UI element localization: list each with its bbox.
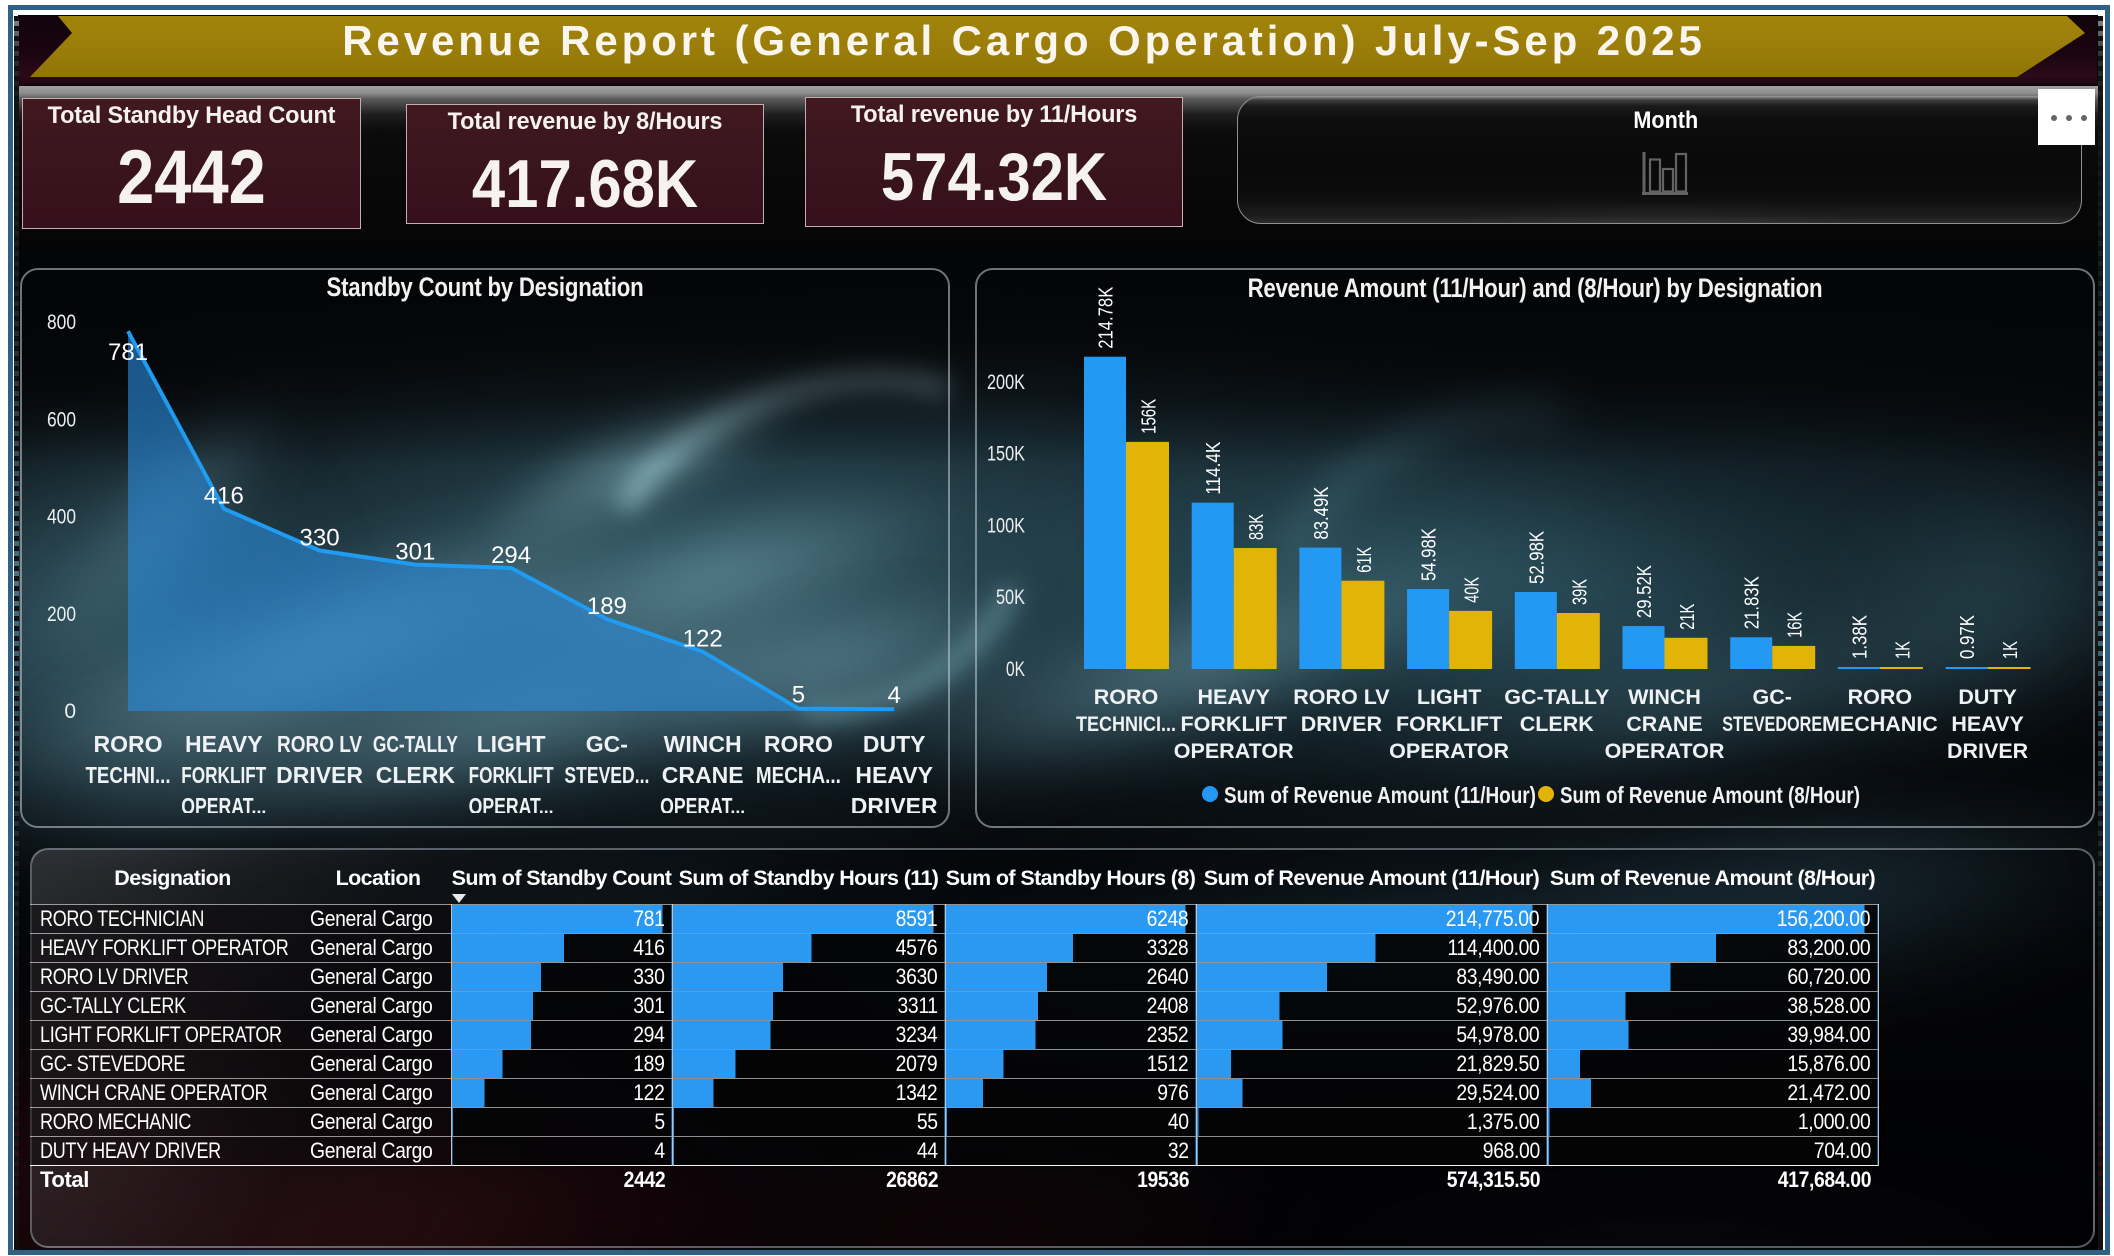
svg-text:OPERATOR: OPERATOR xyxy=(1605,739,1725,763)
svg-text:STEVED...: STEVED... xyxy=(564,762,649,788)
svg-text:LIGHT: LIGHT xyxy=(477,731,546,757)
svg-text:TECHNI...: TECHNI... xyxy=(86,762,171,788)
svg-text:114.4K: 114.4K xyxy=(1203,441,1225,495)
svg-text:39K: 39K xyxy=(1569,579,1591,605)
svg-text:1K: 1K xyxy=(1892,641,1914,659)
svg-text:TECHNICI...: TECHNICI... xyxy=(1076,712,1176,736)
svg-text:DRIVER: DRIVER xyxy=(851,793,938,813)
svg-text:122: 122 xyxy=(683,626,723,653)
svg-text:1.38K: 1.38K xyxy=(1849,614,1871,659)
svg-text:OPERAT...: OPERAT... xyxy=(469,793,554,813)
svg-text:DRIVER: DRIVER xyxy=(1301,712,1383,736)
svg-text:800: 800 xyxy=(47,311,76,334)
svg-text:21K: 21K xyxy=(1677,603,1699,629)
svg-text:4: 4 xyxy=(888,682,901,709)
svg-text:HEAVY: HEAVY xyxy=(1197,685,1269,709)
svg-text:RORO: RORO xyxy=(1848,685,1913,709)
svg-text:RORO: RORO xyxy=(1094,685,1159,709)
svg-text:61K: 61K xyxy=(1354,546,1376,572)
svg-text:54.98K: 54.98K xyxy=(1419,528,1441,582)
svg-text:200K: 200K xyxy=(987,371,1025,394)
svg-text:83K: 83K xyxy=(1246,514,1268,540)
svg-text:21.83K: 21.83K xyxy=(1742,576,1764,630)
svg-text:Sum of Revenue Amount (11/Hour: Sum of Revenue Amount (11/Hour) xyxy=(1224,782,1536,808)
svg-text:781: 781 xyxy=(108,339,148,366)
svg-text:CRANE: CRANE xyxy=(662,762,744,788)
svg-text:29.52K: 29.52K xyxy=(1634,565,1656,619)
svg-text:Sum of Revenue Amount (8/Hour): Sum of Revenue Amount (8/Hour) xyxy=(1560,782,1860,808)
svg-text:MECHA...: MECHA... xyxy=(756,762,841,788)
svg-text:0.97K: 0.97K xyxy=(1957,614,1979,659)
svg-text:WINCH: WINCH xyxy=(664,731,742,757)
svg-text:330: 330 xyxy=(300,525,340,552)
svg-text:CRANE: CRANE xyxy=(1626,712,1702,736)
svg-text:416: 416 xyxy=(204,483,244,510)
svg-text:83.49K: 83.49K xyxy=(1311,486,1333,540)
svg-text:RORO: RORO xyxy=(94,731,163,757)
svg-text:OPERATOR: OPERATOR xyxy=(1174,739,1294,763)
svg-text:40K: 40K xyxy=(1462,576,1484,602)
svg-text:100K: 100K xyxy=(987,514,1025,537)
svg-text:150K: 150K xyxy=(987,443,1025,466)
svg-text:GC-: GC- xyxy=(586,731,628,757)
svg-text:600: 600 xyxy=(47,408,76,431)
svg-text:DRIVER: DRIVER xyxy=(1947,739,2029,763)
svg-text:OPERAT...: OPERAT... xyxy=(181,793,266,813)
svg-text:DRIVER: DRIVER xyxy=(276,762,363,788)
svg-text:STEVEDORE: STEVEDORE xyxy=(1722,712,1822,736)
svg-text:GC-TALLY: GC-TALLY xyxy=(373,731,458,757)
svg-text:301: 301 xyxy=(395,539,435,566)
svg-text:WINCH: WINCH xyxy=(1628,685,1701,709)
svg-text:GC-TALLY: GC-TALLY xyxy=(1504,685,1609,709)
svg-text:MECHANIC: MECHANIC xyxy=(1822,712,1938,736)
svg-text:16K: 16K xyxy=(1785,611,1807,637)
svg-text:OPERATOR: OPERATOR xyxy=(1389,739,1509,763)
svg-text:RORO: RORO xyxy=(764,731,833,757)
svg-text:HEAVY: HEAVY xyxy=(185,731,263,757)
svg-text:189: 189 xyxy=(587,593,627,620)
svg-text:DUTY: DUTY xyxy=(1958,685,2017,709)
svg-text:214.78K: 214.78K xyxy=(1096,286,1118,349)
svg-text:1K: 1K xyxy=(2000,641,2022,659)
svg-text:OPERAT...: OPERAT... xyxy=(660,793,745,813)
svg-text:GC-: GC- xyxy=(1752,685,1791,709)
svg-text:FORKLIFT: FORKLIFT xyxy=(1181,712,1287,736)
svg-text:HEAVY: HEAVY xyxy=(1951,712,2023,736)
svg-text:52.98K: 52.98K xyxy=(1526,530,1548,584)
svg-text:LIGHT: LIGHT xyxy=(1417,685,1482,709)
svg-text:RORO LV: RORO LV xyxy=(277,731,363,757)
svg-text:50K: 50K xyxy=(996,586,1025,609)
svg-text:CLERK: CLERK xyxy=(1520,712,1595,736)
svg-text:400: 400 xyxy=(47,506,76,529)
svg-text:156K: 156K xyxy=(1139,398,1161,433)
svg-text:0: 0 xyxy=(64,700,76,723)
svg-text:FORKLIFT: FORKLIFT xyxy=(181,762,266,788)
svg-text:5: 5 xyxy=(792,682,805,709)
svg-text:0K: 0K xyxy=(1006,658,1025,681)
svg-text:FORKLIFT: FORKLIFT xyxy=(469,762,554,788)
svg-text:294: 294 xyxy=(491,542,531,569)
svg-text:200: 200 xyxy=(47,603,76,626)
svg-text:HEAVY: HEAVY xyxy=(855,762,933,788)
svg-text:DUTY: DUTY xyxy=(863,731,926,757)
svg-text:CLERK: CLERK xyxy=(376,762,456,788)
svg-text:FORKLIFT: FORKLIFT xyxy=(1396,712,1502,736)
svg-text:RORO LV: RORO LV xyxy=(1293,685,1390,709)
